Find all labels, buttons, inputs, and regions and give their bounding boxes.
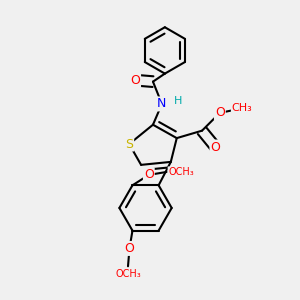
Text: O: O [130, 74, 140, 87]
Text: O: O [144, 168, 154, 182]
Text: OCH₃: OCH₃ [115, 269, 141, 279]
Text: O: O [124, 242, 134, 255]
Text: CH₃: CH₃ [232, 103, 253, 113]
Text: N: N [157, 98, 167, 110]
Text: O: O [215, 106, 225, 119]
Text: O: O [211, 140, 220, 154]
Text: H: H [174, 96, 182, 106]
Text: OCH₃: OCH₃ [168, 167, 194, 177]
Text: S: S [125, 138, 133, 151]
